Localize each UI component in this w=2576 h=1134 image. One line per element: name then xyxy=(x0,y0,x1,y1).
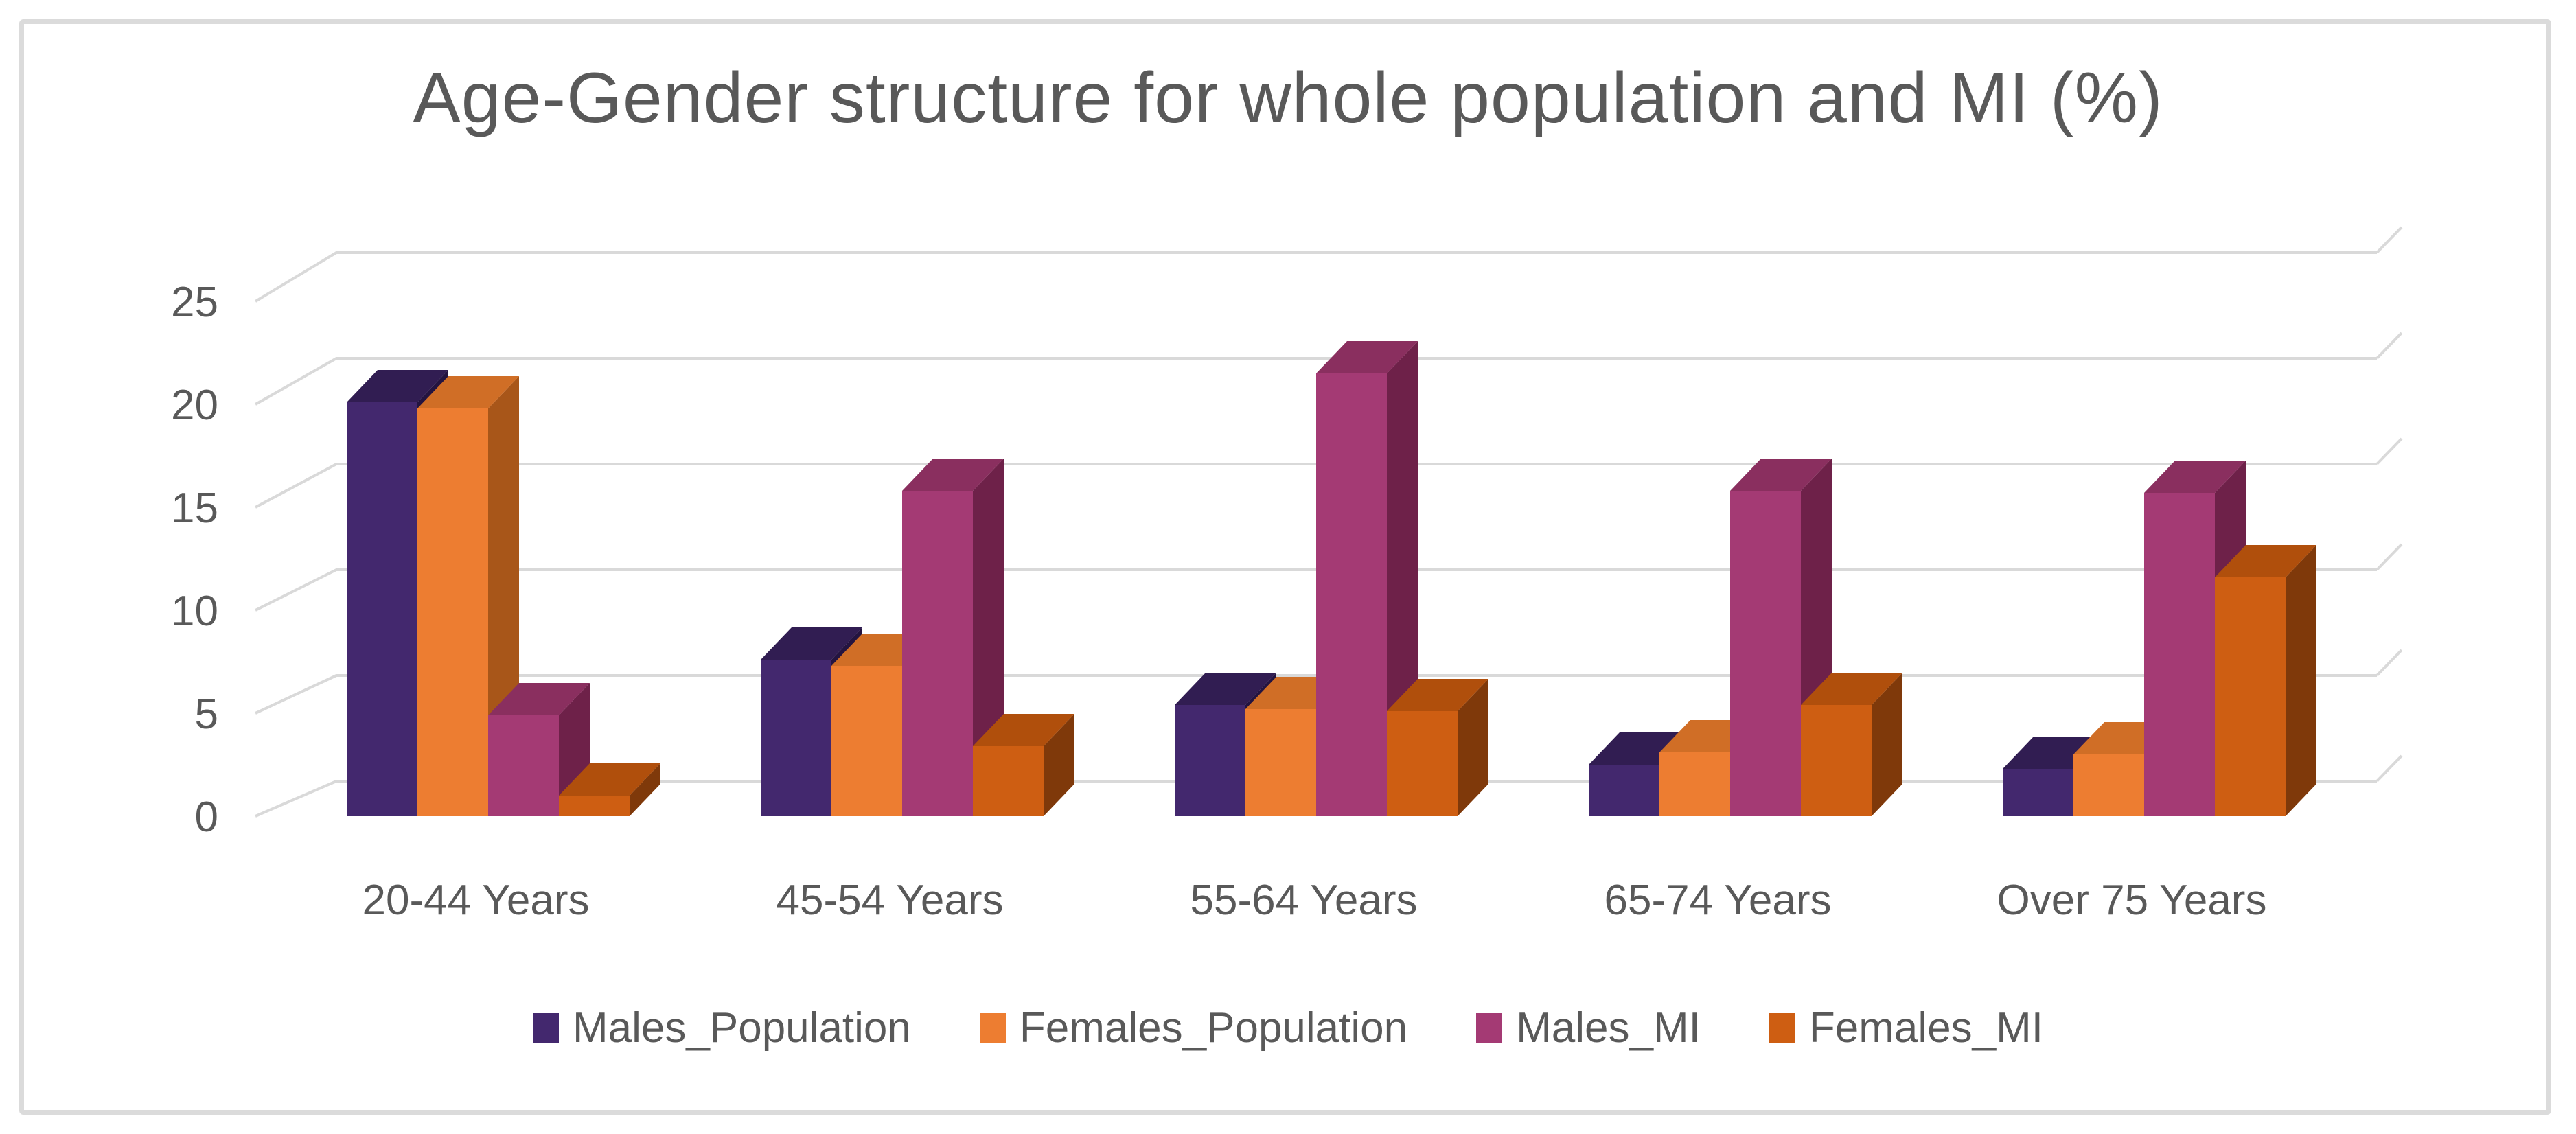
gridline-tick-right xyxy=(2376,437,2403,465)
bar-females_mi-group5 xyxy=(2215,545,2316,816)
bar-top-face xyxy=(559,763,660,796)
gridline-tick-right xyxy=(2376,226,2403,254)
bar-front-face xyxy=(831,666,902,816)
bar-front-face xyxy=(973,746,1044,816)
bar-top-face xyxy=(417,376,519,408)
bar-front-face xyxy=(1589,765,1659,816)
chart-title: Age-Gender structure for whole populatio… xyxy=(413,58,2163,138)
bar-front-face xyxy=(2073,754,2144,816)
bar-front-face xyxy=(2215,577,2286,816)
bar-top-face xyxy=(1730,459,1832,491)
bar-front-face xyxy=(1659,752,1730,816)
gridline-tick-right xyxy=(2376,543,2403,571)
bar-front-face xyxy=(559,796,630,816)
bar-males_mi-group2 xyxy=(902,459,1004,816)
legend-swatch-icon xyxy=(979,1012,1006,1043)
y-axis-tick-label: 5 xyxy=(195,691,218,738)
bar-front-face xyxy=(1245,709,1316,816)
bar-top-face xyxy=(2215,545,2316,577)
bar-front-face xyxy=(488,715,559,816)
bar-side-face xyxy=(1458,679,1488,816)
gridline-tick-left xyxy=(255,568,337,612)
bar-top-face xyxy=(973,714,1074,746)
bar-front-face xyxy=(2144,493,2215,816)
bar-top-face xyxy=(761,627,862,660)
bar-females_mi-group3 xyxy=(1387,679,1488,816)
bar-side-face xyxy=(2286,545,2316,816)
bar-females_mi-group4 xyxy=(1801,673,1902,816)
gridline-tick-left xyxy=(255,463,337,509)
bar-front-face xyxy=(1175,705,1245,816)
bar-front-face xyxy=(1316,373,1387,816)
bar-top-face xyxy=(1175,673,1276,705)
bar-front-face xyxy=(1387,711,1458,816)
gridline-tick-left xyxy=(255,780,337,818)
category-label: 55-64 Years xyxy=(1191,877,1418,924)
bar-side-face xyxy=(630,763,660,816)
gridline-tick-right xyxy=(2376,754,2403,783)
legend-swatch-icon xyxy=(533,1012,559,1043)
legend-item-females_population: Females_Population xyxy=(979,1004,1408,1052)
legend-label: Females_MI xyxy=(1808,1004,2043,1052)
bar-top-face xyxy=(1316,341,1418,373)
category-label: 20-44 Years xyxy=(363,877,590,924)
bar-front-face xyxy=(417,408,488,816)
y-axis-tick-label: 15 xyxy=(171,485,218,532)
bar-side-face xyxy=(1044,714,1074,816)
bar-top-face xyxy=(488,683,590,715)
legend-label: Males_Population xyxy=(573,1004,911,1052)
bar-front-face xyxy=(761,660,831,816)
bar-top-face xyxy=(1387,679,1488,711)
y-axis-tick-label: 25 xyxy=(171,279,218,326)
bar-front-face xyxy=(902,491,973,816)
y-axis-tick-label: 10 xyxy=(171,588,218,635)
gridline-tick-right xyxy=(2376,649,2403,677)
bar-side-face xyxy=(1872,673,1902,816)
gridline-tick-right xyxy=(2376,332,2403,360)
legend-swatch-icon xyxy=(1769,1012,1795,1043)
bar-front-face xyxy=(1801,705,1872,816)
bar-top-face xyxy=(1801,673,1902,705)
category-label: 45-54 Years xyxy=(777,877,1004,924)
category-label: Over 75 Years xyxy=(1997,877,2267,924)
gridline-tick-left xyxy=(254,251,338,303)
legend-item-males_mi: Males_MI xyxy=(1476,1004,1701,1052)
legend-swatch-icon xyxy=(1476,1012,1503,1043)
bar-females_mi-group1 xyxy=(559,763,660,816)
legend-label: Males_MI xyxy=(1516,1004,1701,1052)
category-label: 65-74 Years xyxy=(1605,877,1832,924)
legend-item-males_population: Males_Population xyxy=(533,1004,911,1052)
legend-label: Females_Population xyxy=(1019,1004,1408,1052)
bar-front-face xyxy=(2003,769,2073,816)
chart-legend: Males_Population Females_Population Males_… xyxy=(0,1004,2576,1052)
bar-front-face xyxy=(347,402,417,816)
bar-front-face xyxy=(1730,491,1801,816)
bar-top-face xyxy=(2144,461,2246,493)
bar-top-face xyxy=(902,459,1004,491)
gridline-tick-left xyxy=(255,674,337,715)
y-axis-tick-label: 20 xyxy=(171,382,218,429)
legend-item-females_mi: Females_MI xyxy=(1769,1004,2043,1052)
gridline-tick-left xyxy=(255,357,337,406)
bar-females_mi-group2 xyxy=(973,714,1074,816)
bar-top-face xyxy=(347,370,448,402)
y-axis-tick-label: 0 xyxy=(195,794,218,841)
